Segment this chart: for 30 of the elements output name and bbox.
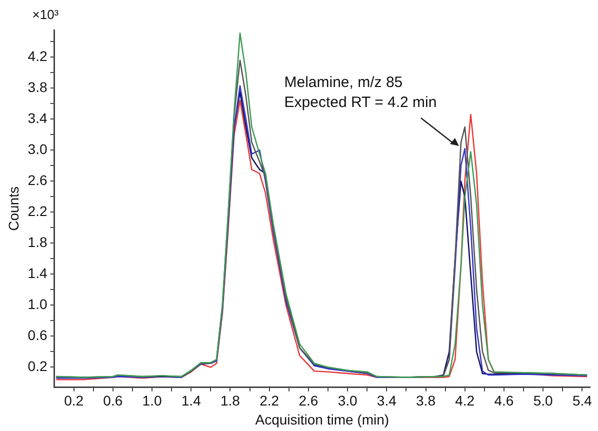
annotation: Expected RT = 4.2 min: [284, 94, 437, 112]
x-tick-label: 3.4: [376, 392, 397, 409]
x-tick-label: 0.2: [64, 392, 84, 409]
text: ×10³: [32, 6, 59, 24]
x-tick-label: 5.4: [572, 392, 592, 409]
y-axis-title: Counts: [5, 186, 22, 231]
y-tick-label: 1.4: [28, 265, 48, 282]
y-tick-label: 3.4: [28, 110, 48, 126]
y-tick-label: 2.2: [28, 203, 48, 220]
y-tick-label: 3.0: [28, 141, 48, 158]
x-tick-label: 1.8: [220, 392, 240, 409]
x-axis-title: Acquisition time (min): [255, 411, 390, 428]
x-tick-label: 1.0: [142, 392, 162, 409]
x-tick-label: 3.0: [338, 392, 358, 409]
x-tick-label: 2.6: [298, 392, 318, 409]
x-tick-label: 2.2: [260, 392, 280, 409]
y-tick-label: 4.2: [28, 48, 48, 64]
x-tick-label: 4.6: [494, 392, 514, 409]
y-tick-label: 1.8: [28, 234, 48, 250]
annotation: Melamine, m/z 85: [284, 74, 403, 92]
x-tick-label: 4.2: [455, 392, 475, 409]
x-tick-label: 0.6: [103, 392, 123, 409]
x-tick-label: 3.8: [416, 392, 436, 409]
y-tick-label: 0.6: [28, 327, 48, 344]
y-tick-label: 1.0: [28, 296, 48, 312]
x-tick-label: 5.0: [533, 392, 554, 409]
x-tick-label: 1.4: [181, 392, 202, 409]
y-tick-label: 2.6: [28, 172, 48, 188]
y-tick-label: 0.2: [28, 358, 48, 374]
y-tick-label: 3.8: [28, 79, 48, 96]
